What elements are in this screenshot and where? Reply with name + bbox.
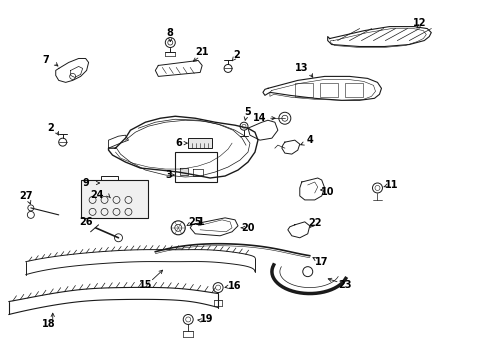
Text: 26: 26 [79,217,92,227]
Text: 2: 2 [47,123,54,133]
Text: 3: 3 [164,170,171,180]
Text: 20: 20 [241,223,254,233]
Text: 2: 2 [233,50,240,60]
Text: 11: 11 [384,180,397,190]
Text: 1: 1 [196,217,203,227]
Text: 24: 24 [90,190,103,200]
Text: 22: 22 [307,218,321,228]
Text: 25: 25 [188,217,202,227]
Text: 16: 16 [228,280,241,291]
Text: 27: 27 [19,191,33,201]
Text: 14: 14 [253,113,266,123]
FancyBboxPatch shape [81,180,148,218]
Text: 15: 15 [139,280,152,289]
Text: 8: 8 [166,28,173,37]
Text: 17: 17 [314,257,328,267]
Text: 4: 4 [306,135,312,145]
Text: 7: 7 [42,55,49,66]
Text: 23: 23 [337,280,351,289]
Polygon shape [180,168,188,175]
Text: 13: 13 [294,63,308,73]
Text: 12: 12 [412,18,425,28]
Text: 10: 10 [320,187,334,197]
Text: 18: 18 [42,319,56,329]
Text: 9: 9 [82,178,89,188]
FancyBboxPatch shape [188,138,212,148]
Text: 6: 6 [175,138,181,148]
Text: 19: 19 [200,314,213,324]
Text: 21: 21 [195,48,208,58]
Text: 5: 5 [244,107,251,117]
